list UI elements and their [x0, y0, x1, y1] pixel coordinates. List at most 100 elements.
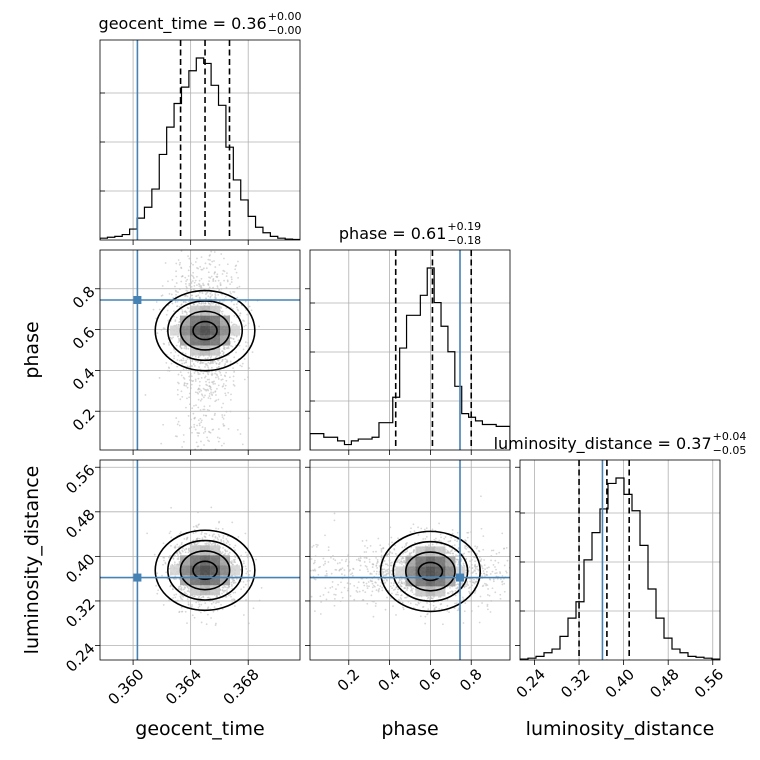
- sample-point: [494, 559, 497, 562]
- sample-point: [470, 550, 473, 553]
- sample-point: [406, 595, 409, 598]
- sample-point: [327, 591, 330, 594]
- density-cell: [415, 546, 426, 557]
- density-cell: [445, 566, 456, 577]
- sample-point: [218, 370, 221, 373]
- sample-point: [173, 594, 176, 596]
- sample-point: [322, 564, 325, 566]
- sample-point: [200, 268, 203, 271]
- sample-point: [447, 551, 449, 554]
- sample-point: [451, 592, 454, 595]
- sample-point: [230, 337, 233, 340]
- sample-point: [197, 419, 200, 422]
- sample-point: [485, 570, 488, 573]
- sample-point: [214, 400, 217, 403]
- sample-point: [244, 551, 247, 554]
- sample-point: [469, 560, 471, 563]
- sample-point: [152, 308, 155, 311]
- sample-point: [359, 564, 362, 567]
- sample-point: [339, 568, 342, 571]
- panel-content: [100, 250, 300, 450]
- sample-point: [457, 586, 459, 588]
- sample-point: [179, 398, 182, 401]
- sample-point: [170, 536, 173, 539]
- sample-point: [474, 560, 477, 563]
- sample-point: [205, 383, 208, 386]
- sample-point: [207, 258, 210, 261]
- sample-point: [193, 426, 196, 428]
- sample-point: [175, 593, 178, 596]
- sample-point: [212, 286, 214, 289]
- contour-level: [154, 529, 256, 612]
- sample-point: [470, 610, 473, 612]
- sample-point: [239, 364, 242, 367]
- sample-point: [174, 285, 176, 288]
- sample-point: [241, 443, 244, 446]
- sample-point: [450, 536, 453, 539]
- sample-point: [181, 446, 184, 448]
- sample-point: [473, 582, 476, 585]
- sample-point: [233, 303, 235, 306]
- grid: [100, 40, 300, 240]
- density-cell: [190, 315, 201, 326]
- sample-point: [474, 567, 477, 570]
- sample-point: [394, 552, 397, 555]
- sample-point: [217, 365, 220, 368]
- sample-point: [467, 550, 470, 553]
- sample-point: [200, 389, 203, 392]
- sample-point: [501, 583, 504, 586]
- sample-point: [186, 585, 189, 588]
- sample-point: [200, 303, 203, 305]
- sample-point: [455, 583, 458, 586]
- sample-point: [185, 294, 188, 297]
- sample-point: [390, 536, 393, 539]
- sample-point: [204, 428, 206, 431]
- sample-point: [384, 608, 387, 611]
- sample-point: [449, 587, 451, 589]
- sample-point: [349, 569, 351, 571]
- sample-point: [460, 558, 463, 560]
- sample-point: [365, 565, 368, 568]
- sample-point: [479, 595, 482, 598]
- sample-point: [197, 398, 200, 401]
- sample-point: [186, 365, 189, 368]
- x-tick-label: 0.32: [557, 665, 593, 701]
- sample-point: [189, 265, 191, 268]
- sample-point: [386, 563, 388, 566]
- sample-point: [221, 310, 224, 313]
- sample-point: [198, 279, 201, 282]
- sample-point: [207, 302, 210, 305]
- sample-point: [233, 579, 235, 582]
- sample-point: [248, 305, 251, 308]
- sample-point: [235, 351, 237, 354]
- sample-point: [230, 595, 232, 598]
- sample-point: [414, 603, 417, 606]
- sample-point: [219, 284, 222, 287]
- sample-point: [162, 604, 165, 606]
- sample-point: [183, 440, 185, 443]
- histogram-steps: [310, 267, 510, 450]
- sample-point: [365, 539, 368, 542]
- sample-point: [187, 601, 190, 603]
- sample-point: [183, 549, 186, 551]
- sample-point: [236, 308, 239, 311]
- sample-point: [204, 532, 206, 535]
- sample-point: [200, 398, 203, 401]
- sample-point: [236, 296, 239, 299]
- sample-point: [208, 280, 210, 283]
- sample-point: [446, 592, 449, 595]
- sample-point: [249, 569, 251, 572]
- sample-point: [405, 544, 408, 547]
- sample-point: [204, 262, 207, 265]
- sample-point: [333, 604, 336, 607]
- sample-point: [393, 548, 396, 551]
- sample-point: [373, 570, 376, 573]
- sample-point: [216, 366, 218, 369]
- sample-point: [444, 548, 447, 551]
- sample-point: [352, 568, 355, 571]
- sample-point: [388, 543, 391, 546]
- sample-point: [210, 391, 212, 394]
- sample-point: [188, 365, 191, 368]
- contour-level: [192, 320, 218, 341]
